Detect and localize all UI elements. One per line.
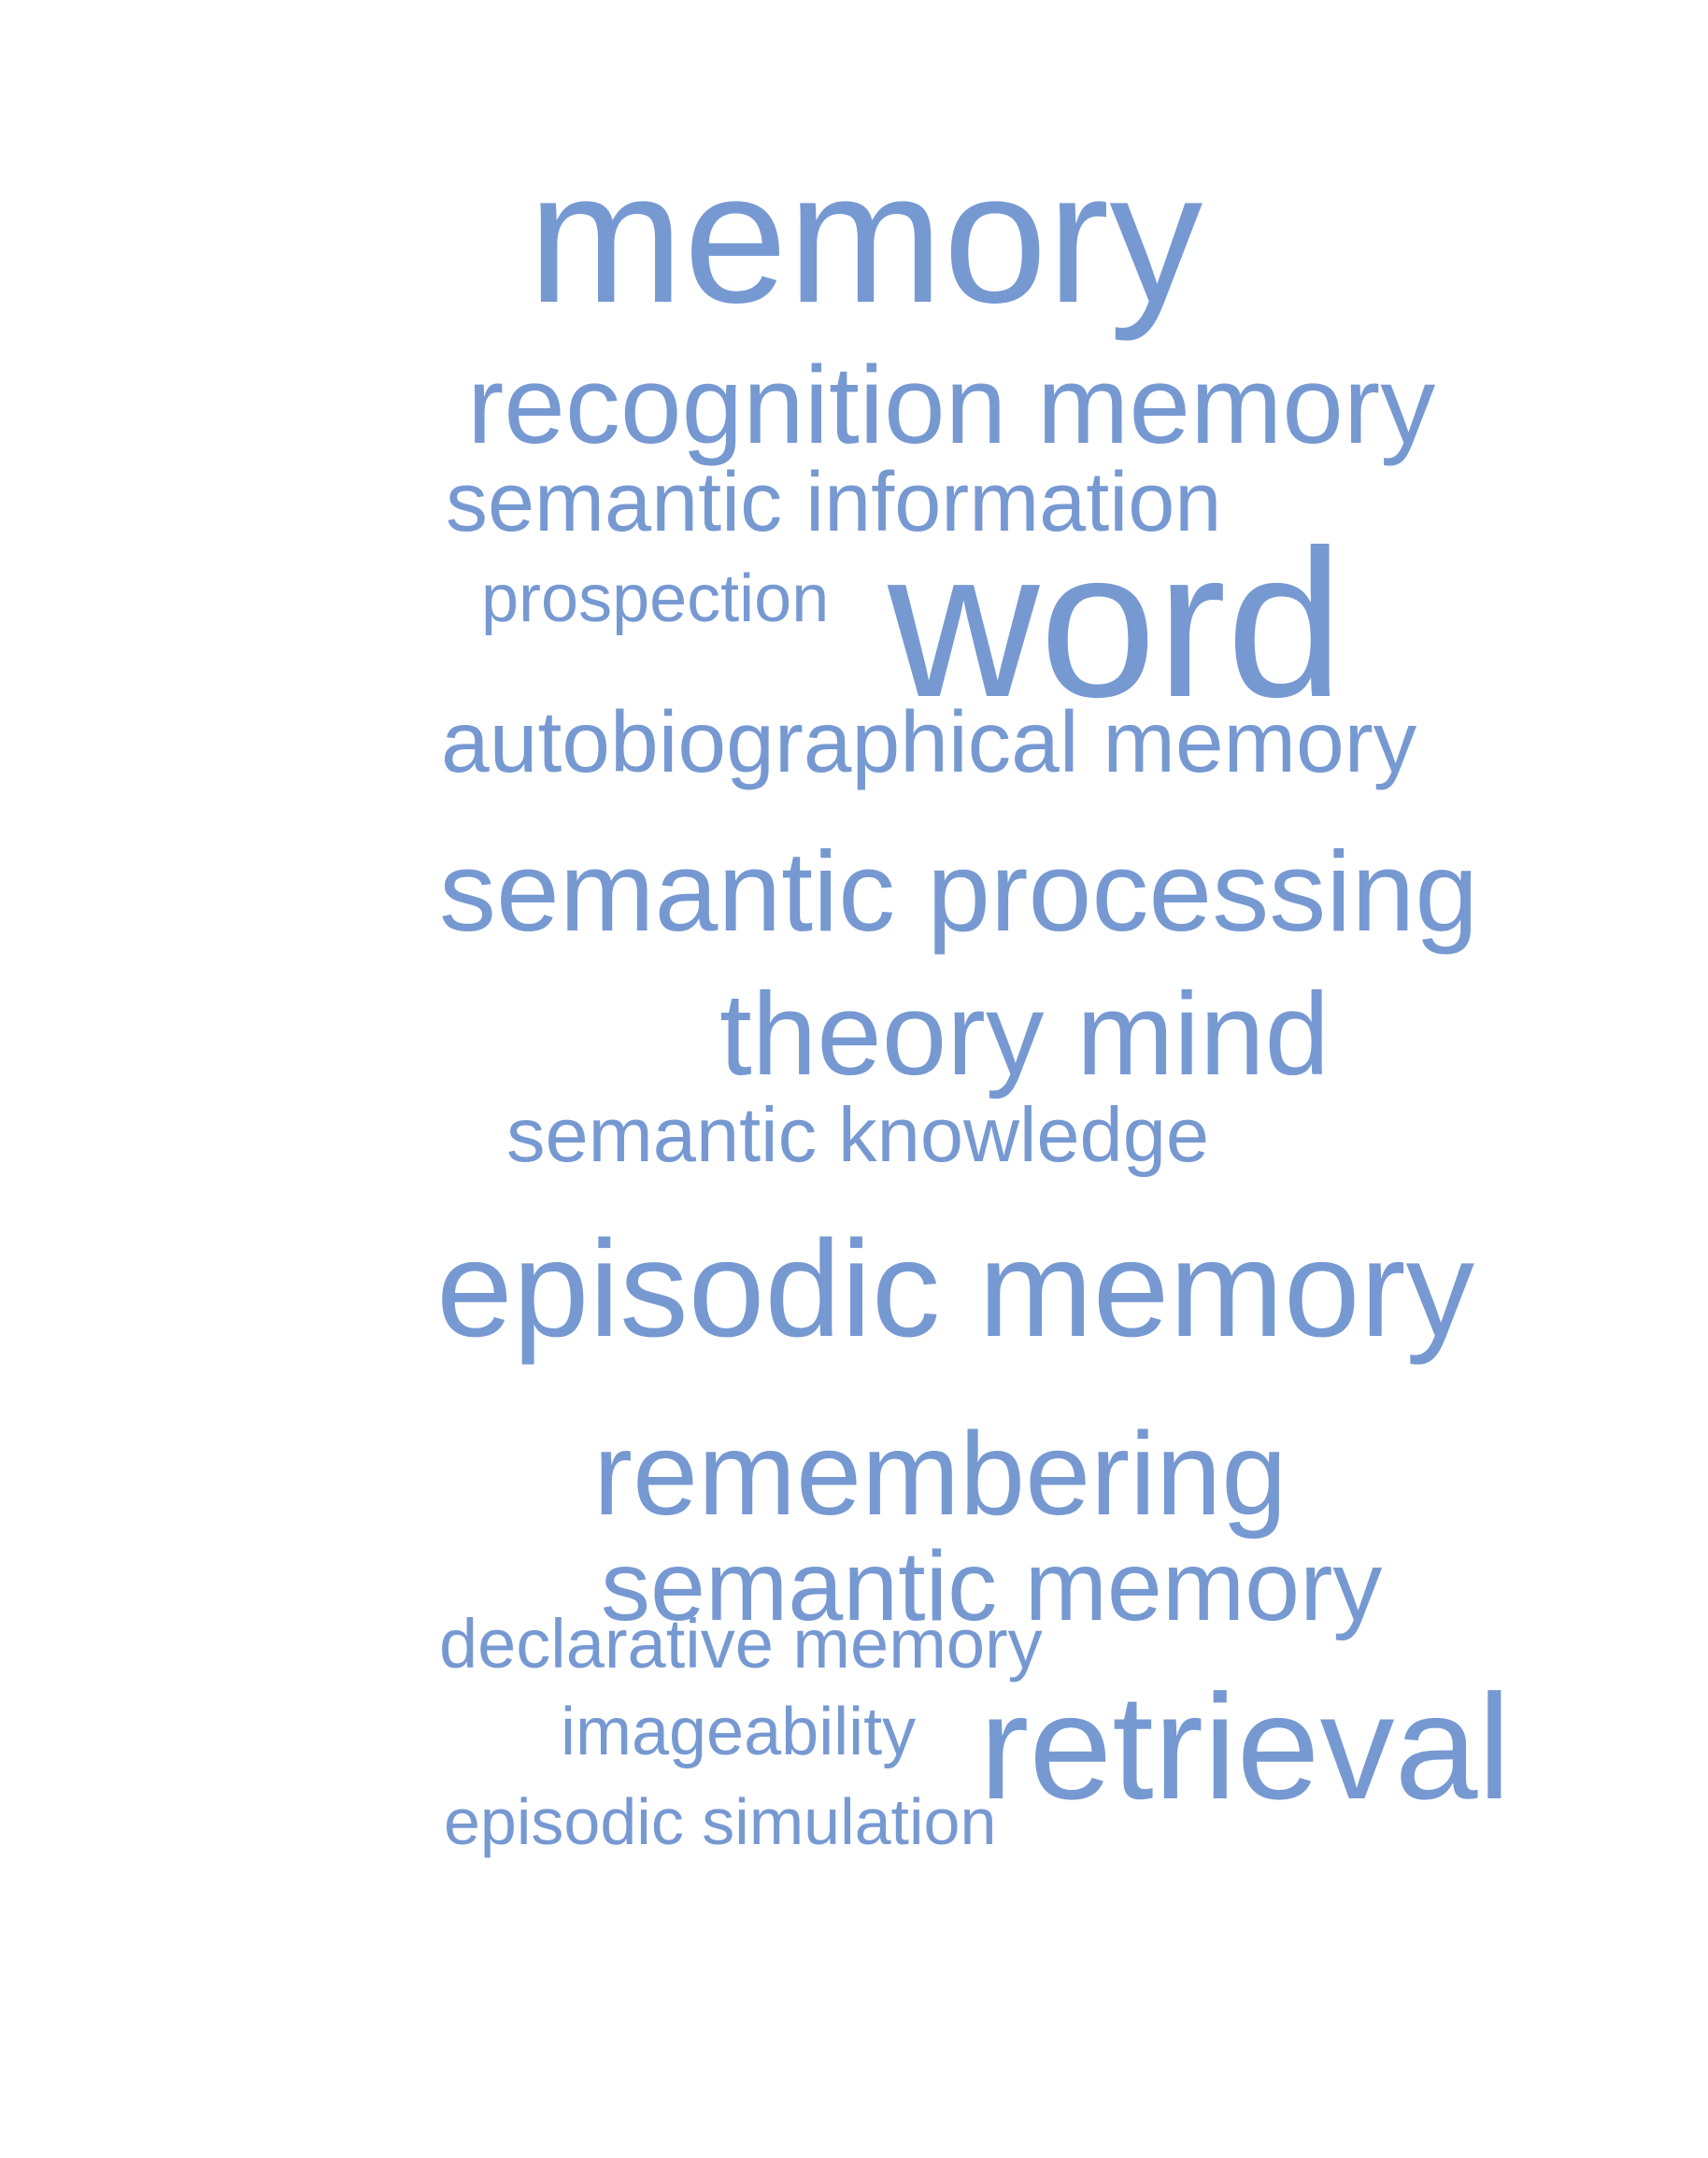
word-episodic-simulation: episodic simulation [444, 1785, 997, 1858]
word-word: word [888, 505, 1344, 741]
word-theory-mind: theory mind [719, 970, 1331, 1100]
word-declarative-memory: declarative memory [439, 1605, 1043, 1682]
word-recognition-memory: recognition memory [467, 344, 1436, 467]
word-semantic-processing: semantic processing [439, 828, 1479, 955]
word-retrieval: retrieval [979, 1663, 1512, 1830]
word-semantic-memory: semantic memory [601, 1531, 1383, 1641]
word-semantic-knowledge: semantic knowledge [506, 1091, 1210, 1178]
word-semantic-information: semantic information [446, 456, 1222, 549]
word-autobiographical-memory: autobiographical memory [441, 693, 1417, 790]
word-remembering: remembering [593, 1408, 1288, 1540]
word-episodic-memory: episodic memory [436, 1213, 1475, 1366]
word-memory: memory [528, 134, 1203, 342]
word-prospection: prospection [481, 561, 830, 636]
word-imageability: imageability [561, 1695, 917, 1769]
